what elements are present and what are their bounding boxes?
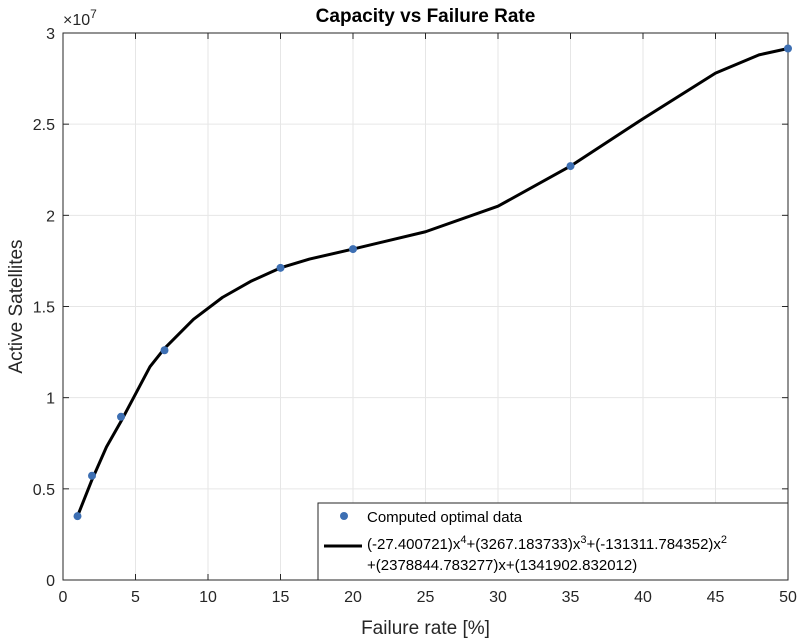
y-tick-label: 1.5 (33, 300, 55, 317)
data-point (276, 263, 285, 272)
legend-point-marker (340, 512, 348, 520)
y-tick-label: 2 (46, 208, 55, 225)
x-axis-label: Failure rate [%] (361, 618, 490, 639)
y-exponent-power: 7 (90, 7, 97, 21)
x-tick-label: 25 (417, 589, 435, 606)
eq-exp-2: 2 (721, 534, 727, 546)
data-point (88, 471, 96, 480)
axis-ticks: 0 5 10 15 20 25 30 35 40 45 50 0 0.5 1 1.5 2 2.5 3 (33, 26, 797, 606)
legend-label-points: Computed optimal data (367, 509, 523, 526)
y-axis-exponent: ×107 (63, 7, 97, 29)
legend: Computed optimal data (-27.400721)x4+(32… (317, 502, 789, 581)
legend-equation-line-2: +(2378844.783277)x+(1341902.832012) (367, 557, 637, 574)
y-tick-label: 2.5 (33, 117, 55, 134)
y-tick-label: 1 (46, 391, 55, 408)
data-point (784, 44, 792, 53)
x-tick-label: 35 (562, 589, 580, 606)
x-tick-label: 50 (779, 589, 797, 606)
data-points (73, 44, 792, 521)
eq-term-2: +(-131311.784352)x (587, 536, 722, 553)
x-tick-label: 45 (707, 589, 725, 606)
eq-term-3: +(3267.183733)x (467, 536, 581, 553)
x-tick-label: 30 (489, 589, 507, 606)
y-exponent-base: ×10 (63, 12, 90, 29)
x-tick-label: 40 (634, 589, 652, 606)
x-tick-label: 10 (199, 589, 217, 606)
x-tick-label: 20 (344, 589, 362, 606)
chart-title: Capacity vs Failure Rate (316, 6, 536, 27)
y-axis-label: Active Satellites (6, 239, 27, 373)
data-point (160, 346, 169, 355)
eq-exp-3: 3 (580, 534, 586, 546)
data-point (349, 245, 357, 254)
eq-term-4: (-27.400721)x (367, 536, 461, 553)
data-point (73, 512, 82, 521)
y-tick-label: 0 (46, 573, 55, 590)
legend-box (317, 502, 789, 581)
x-tick-label: 0 (59, 589, 68, 606)
x-tick-label: 15 (272, 589, 290, 606)
data-point (566, 162, 575, 171)
eq-exp-4: 4 (460, 534, 466, 546)
legend-equation-line-1: (-27.400721)x4+(3267.183733)x3+(-131311.… (367, 534, 727, 553)
x-tick-label: 5 (131, 589, 140, 606)
data-point (117, 412, 125, 421)
y-tick-label: 3 (46, 26, 55, 43)
y-tick-label: 0.5 (33, 482, 55, 499)
